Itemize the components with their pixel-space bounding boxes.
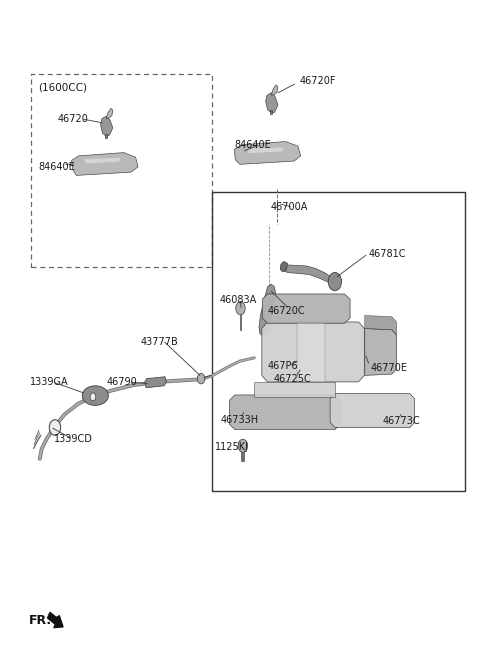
Polygon shape	[105, 134, 107, 137]
Polygon shape	[365, 315, 396, 335]
Polygon shape	[144, 376, 167, 388]
Text: 46773C: 46773C	[383, 416, 420, 426]
Circle shape	[238, 440, 248, 452]
Text: FR.: FR.	[29, 614, 52, 627]
Text: 84640E: 84640E	[234, 140, 271, 150]
Polygon shape	[280, 261, 288, 272]
Circle shape	[90, 393, 96, 401]
Polygon shape	[254, 382, 335, 397]
Text: 46790: 46790	[106, 377, 137, 387]
Text: 1125KJ: 1125KJ	[216, 442, 249, 452]
Text: (1600CC): (1600CC)	[38, 83, 87, 93]
Circle shape	[197, 373, 205, 384]
Polygon shape	[72, 152, 138, 175]
Polygon shape	[297, 323, 325, 382]
Bar	[212, 192, 466, 491]
Ellipse shape	[82, 386, 108, 405]
Text: 1339CD: 1339CD	[54, 434, 93, 444]
Polygon shape	[239, 441, 247, 447]
Text: 43777B: 43777B	[140, 336, 178, 346]
Text: 46733H: 46733H	[221, 415, 259, 424]
Circle shape	[236, 302, 245, 315]
Bar	[31, 74, 212, 267]
Text: 46720F: 46720F	[300, 76, 336, 86]
Text: 46770E: 46770E	[371, 363, 408, 373]
Polygon shape	[241, 447, 244, 461]
Text: 46083A: 46083A	[219, 296, 257, 306]
Polygon shape	[262, 294, 350, 323]
Text: 46720: 46720	[57, 114, 88, 124]
Polygon shape	[262, 322, 364, 382]
Polygon shape	[330, 394, 415, 428]
Polygon shape	[100, 116, 113, 136]
Polygon shape	[270, 110, 272, 114]
Polygon shape	[234, 141, 301, 164]
Polygon shape	[240, 310, 241, 330]
Polygon shape	[84, 158, 120, 164]
Text: 467P6: 467P6	[267, 361, 298, 371]
Circle shape	[49, 420, 60, 436]
FancyArrow shape	[48, 612, 63, 627]
Polygon shape	[265, 93, 278, 113]
Polygon shape	[365, 328, 396, 375]
Polygon shape	[248, 147, 284, 153]
Text: 46720C: 46720C	[267, 306, 305, 316]
Text: 1339GA: 1339GA	[30, 377, 69, 387]
Text: 84640E: 84640E	[38, 162, 75, 172]
Polygon shape	[271, 85, 278, 95]
Polygon shape	[106, 108, 113, 119]
Polygon shape	[280, 265, 333, 283]
Text: 46700A: 46700A	[271, 202, 308, 212]
Text: 46725C: 46725C	[273, 374, 311, 384]
Polygon shape	[229, 395, 341, 430]
Circle shape	[328, 273, 342, 290]
Text: 46781C: 46781C	[368, 248, 406, 259]
Polygon shape	[259, 284, 276, 335]
